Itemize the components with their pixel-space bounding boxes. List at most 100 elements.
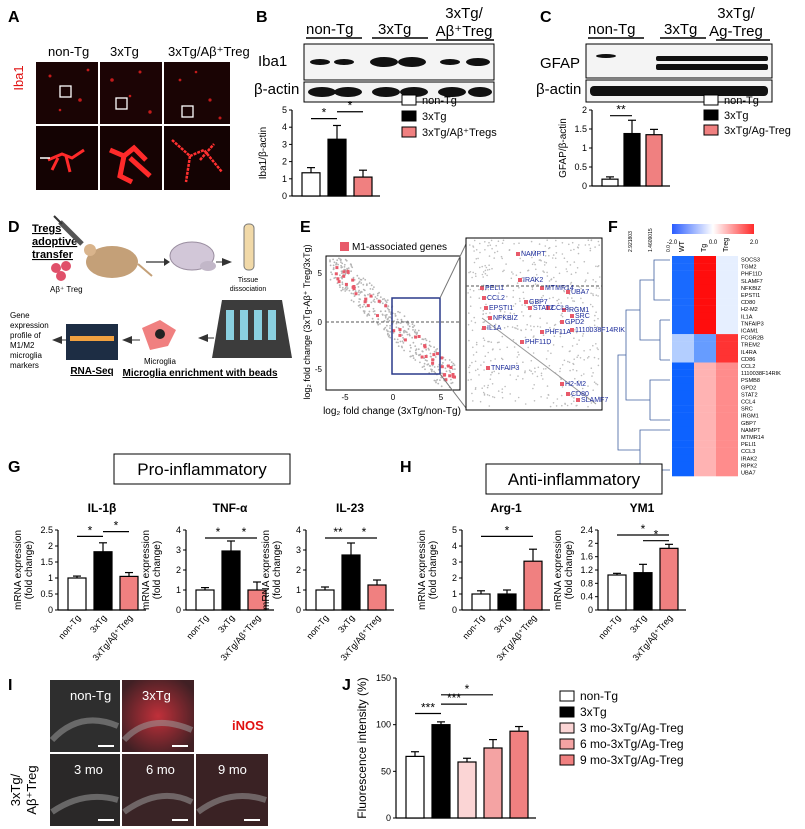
gene-point [381,313,384,316]
gene-point [522,361,524,364]
gene-label: TNFAIP3 [491,365,520,372]
x-tick-label: non-Tg [461,613,487,641]
gene-point [597,358,600,360]
section-header: Anti-inflammatory [508,470,641,489]
gene-point [494,323,497,326]
gene-point [515,378,518,381]
m1-gene-point [451,375,455,379]
gene-point [592,372,594,374]
significance-label: * [242,525,247,539]
section-header: Pro-inflammatory [137,460,267,479]
gene-point [469,244,471,246]
gene-point [368,293,371,295]
heatmap-cell [672,376,694,384]
microglia-cell [109,144,152,185]
gene-point [561,404,563,407]
gene-point [475,249,478,251]
heatmap-cell [694,277,716,285]
m1-gene-point [403,338,407,342]
gene-point [493,257,496,259]
panel-a: A non-Tg 3xTg 3xTg/Aβ⁺Treg Iba1 [8,9,250,190]
gene-point [514,327,516,329]
gene-point [516,356,519,358]
gene-point [399,331,401,334]
gene-point [344,268,346,271]
profile-line: markers [10,361,39,370]
gene-point [590,239,593,241]
gene-point [583,350,585,352]
micrograph [196,754,268,826]
gene-point [333,277,336,279]
gene-point [491,348,494,351]
m1-gene-point [392,329,396,333]
gene-point [595,343,597,345]
gene-point [510,277,513,280]
gene-point [471,329,474,332]
gene-point [561,345,564,348]
gene-point [362,277,365,280]
heatmap-column: Tg [701,244,708,252]
gene-point [574,377,576,380]
significance-label: * [216,525,221,539]
gene-point [482,337,485,340]
gene-point [449,371,452,374]
gene-point [416,331,418,334]
gene-point [501,257,504,260]
heatmap-cell [672,355,694,363]
gene-point [574,329,576,331]
gene-point [395,322,398,325]
gene-point [484,269,487,272]
heatmap-cell [672,426,694,434]
y-axis-label: mRNA expression [141,530,152,610]
gene-point [563,257,566,260]
gene-point [396,318,399,321]
heatmap-cell [716,256,738,264]
heatmap-cell [716,454,738,463]
x-tick-label: non-Tg [597,613,623,641]
y-axis-label: Iba1/β-actin [258,127,269,179]
m1-gene-point [431,361,435,365]
gene-point [590,367,593,370]
gene-point [592,279,594,281]
m1-gene-point [376,314,379,318]
gene-point [530,301,533,303]
gene-point [483,321,486,323]
m1-gene-point [448,374,452,378]
heatmap-column: WT [679,240,686,252]
gene-point [555,405,558,407]
gene-point [596,347,598,349]
heatmap-cell [716,348,738,356]
gene-point [583,359,585,361]
gene-point [338,257,340,260]
gene-point [529,300,531,303]
gene-point [444,359,447,361]
gene-point [395,326,398,329]
gene-point [485,303,487,306]
m1-gene-point [384,304,388,308]
m1-gene-point [546,306,550,310]
tree-tick: 2.921803 [628,231,634,252]
group-label: non-Tg [588,21,636,38]
gene-point [486,269,489,271]
gene-point [494,251,496,254]
gene-point [534,283,537,285]
gene-point [436,348,439,350]
gene-label: SRC [575,313,590,320]
gene-point [479,400,482,403]
gene-point [553,335,556,338]
gene-point [565,268,568,270]
image-label: 6 mo [146,762,175,777]
heatmap-cell [716,362,738,370]
gene-point [535,273,538,276]
gene-point [376,297,378,300]
legend-label: 3 mo-3xTg/Ag-Treg [580,721,684,735]
gene-point [360,278,363,281]
gene-point [504,385,506,388]
panel-d: D Tregs adoptive transfer Aβ⁺ Treg Tissu… [8,215,292,379]
heatmap-cell [716,426,738,434]
gene-point [421,350,424,353]
gene-point [568,243,570,246]
gene-point [533,276,535,279]
gene-point [550,278,553,280]
gene-point [401,346,403,349]
